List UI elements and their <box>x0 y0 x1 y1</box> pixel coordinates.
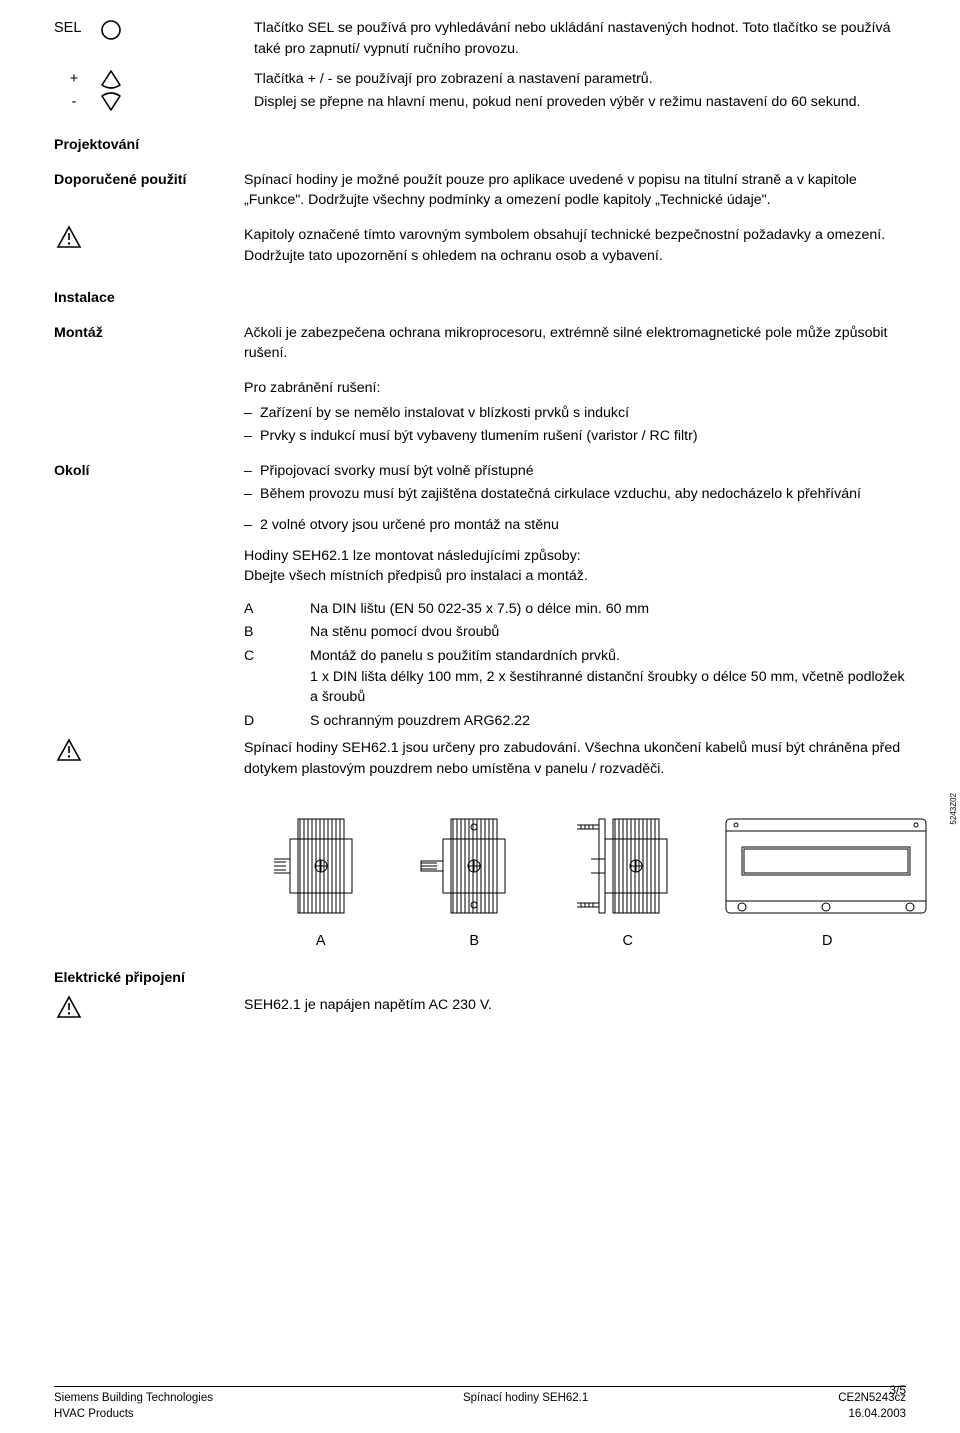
option-row: D S ochranným pouzdrem ARG62.22 <box>244 711 906 732</box>
minus-text: Displej se přepne na hlavní menu, pokud … <box>254 92 906 113</box>
use-label: Doporučené použití <box>54 170 244 211</box>
list-item: Zařízení by se nemělo instalovat v blízk… <box>244 403 906 424</box>
elektricke-text: SEH62.1 je napájen napětím AC 230 V. <box>244 995 906 1019</box>
sel-text: Tlačítko SEL se používá pro vyhledávání … <box>254 18 906 59</box>
option-key: C <box>244 646 310 708</box>
prevent-heading: Pro zabránění rušení: <box>244 378 906 399</box>
option-val: Montáž do panelu s použitím standardních… <box>310 646 906 708</box>
warning-icon <box>54 225 244 266</box>
sel-label: SEL <box>54 18 94 39</box>
footer-left-2: HVAC Products <box>54 1406 213 1423</box>
minus-label: - <box>54 92 94 113</box>
diagram-c <box>551 811 704 921</box>
plus-icon <box>94 69 128 89</box>
projektovani-warning-text: Kapitoly označené tímto varovným symbole… <box>244 225 906 266</box>
okoli-list-2: 2 volné otvory jsou určené pro montáž na… <box>244 515 906 536</box>
mounting-intro-1: Hodiny SEH62.1 lze montovat následujícím… <box>244 546 906 567</box>
diagram-d <box>704 811 950 921</box>
option-key: D <box>244 711 310 732</box>
caption-c: C <box>551 931 704 952</box>
footer-right-1: CE2N5243cz <box>838 1390 906 1407</box>
diagram-code: 5243Z02 <box>948 793 960 825</box>
mounting-intro-2: Dbejte všech místních předpisů pro insta… <box>244 566 906 587</box>
option-row: B Na stěnu pomocí dvou šroubů <box>244 622 906 643</box>
warning-icon <box>54 738 244 779</box>
option-val: Na DIN lištu (EN 50 022-35 x 7.5) o délc… <box>310 599 906 620</box>
okoli-list-1: Připojovací svorky musí být volně přístu… <box>244 461 906 505</box>
footer-right-2: 16.04.2003 <box>838 1406 906 1423</box>
option-row: C Montáž do panelu s použitím standardní… <box>244 646 906 708</box>
instalace-warning-text: Spínací hodiny SEH62.1 jsou určeny pro z… <box>244 738 906 779</box>
footer-left-1: Siemens Building Technologies <box>54 1390 213 1407</box>
montaz-label: Montáž <box>54 323 244 457</box>
diagram-a <box>244 811 397 921</box>
sel-icon <box>94 18 128 42</box>
instalace-heading: Instalace <box>54 288 906 309</box>
warning-icon <box>54 995 244 1019</box>
list-item: 2 volné otvory jsou určené pro montáž na… <box>244 515 906 536</box>
diagram-caption-row: A B C D <box>244 931 950 952</box>
page-footer: Siemens Building Technologies HVAC Produ… <box>54 1386 906 1423</box>
option-val: S ochranným pouzdrem ARG62.22 <box>310 711 906 732</box>
list-item: Během provozu musí být zajištěna dostate… <box>244 484 906 505</box>
option-key: B <box>244 622 310 643</box>
option-key: A <box>244 599 310 620</box>
footer-center: Spínací hodiny SEH62.1 <box>463 1390 588 1407</box>
use-text: Spínací hodiny je možné použít pouze pro… <box>244 170 906 211</box>
prevent-list: Zařízení by se nemělo instalovat v blízk… <box>244 403 906 447</box>
projektovani-heading: Projektování <box>54 135 906 156</box>
plus-label: + <box>54 69 94 90</box>
option-row: A Na DIN lištu (EN 50 022-35 x 7.5) o dé… <box>244 599 906 620</box>
montaz-text: Ačkoli je zabezpečena ochrana mikroproce… <box>244 323 906 364</box>
caption-a: A <box>244 931 397 952</box>
diagram-b <box>397 811 550 921</box>
list-item: Připojovací svorky musí být volně přístu… <box>244 461 906 482</box>
mounting-diagrams <box>244 811 950 921</box>
elektricke-heading: Elektrické připojení <box>54 968 244 989</box>
list-item: Prvky s indukcí musí být vybaveny tlumen… <box>244 426 906 447</box>
caption-b: B <box>397 931 550 952</box>
minus-icon <box>94 92 128 112</box>
option-val: Na stěnu pomocí dvou šroubů <box>310 622 906 643</box>
caption-d: D <box>704 931 950 952</box>
plus-text: Tlačítka + / - se používají pro zobrazen… <box>254 69 906 90</box>
okoli-label: Okolí <box>54 461 244 735</box>
